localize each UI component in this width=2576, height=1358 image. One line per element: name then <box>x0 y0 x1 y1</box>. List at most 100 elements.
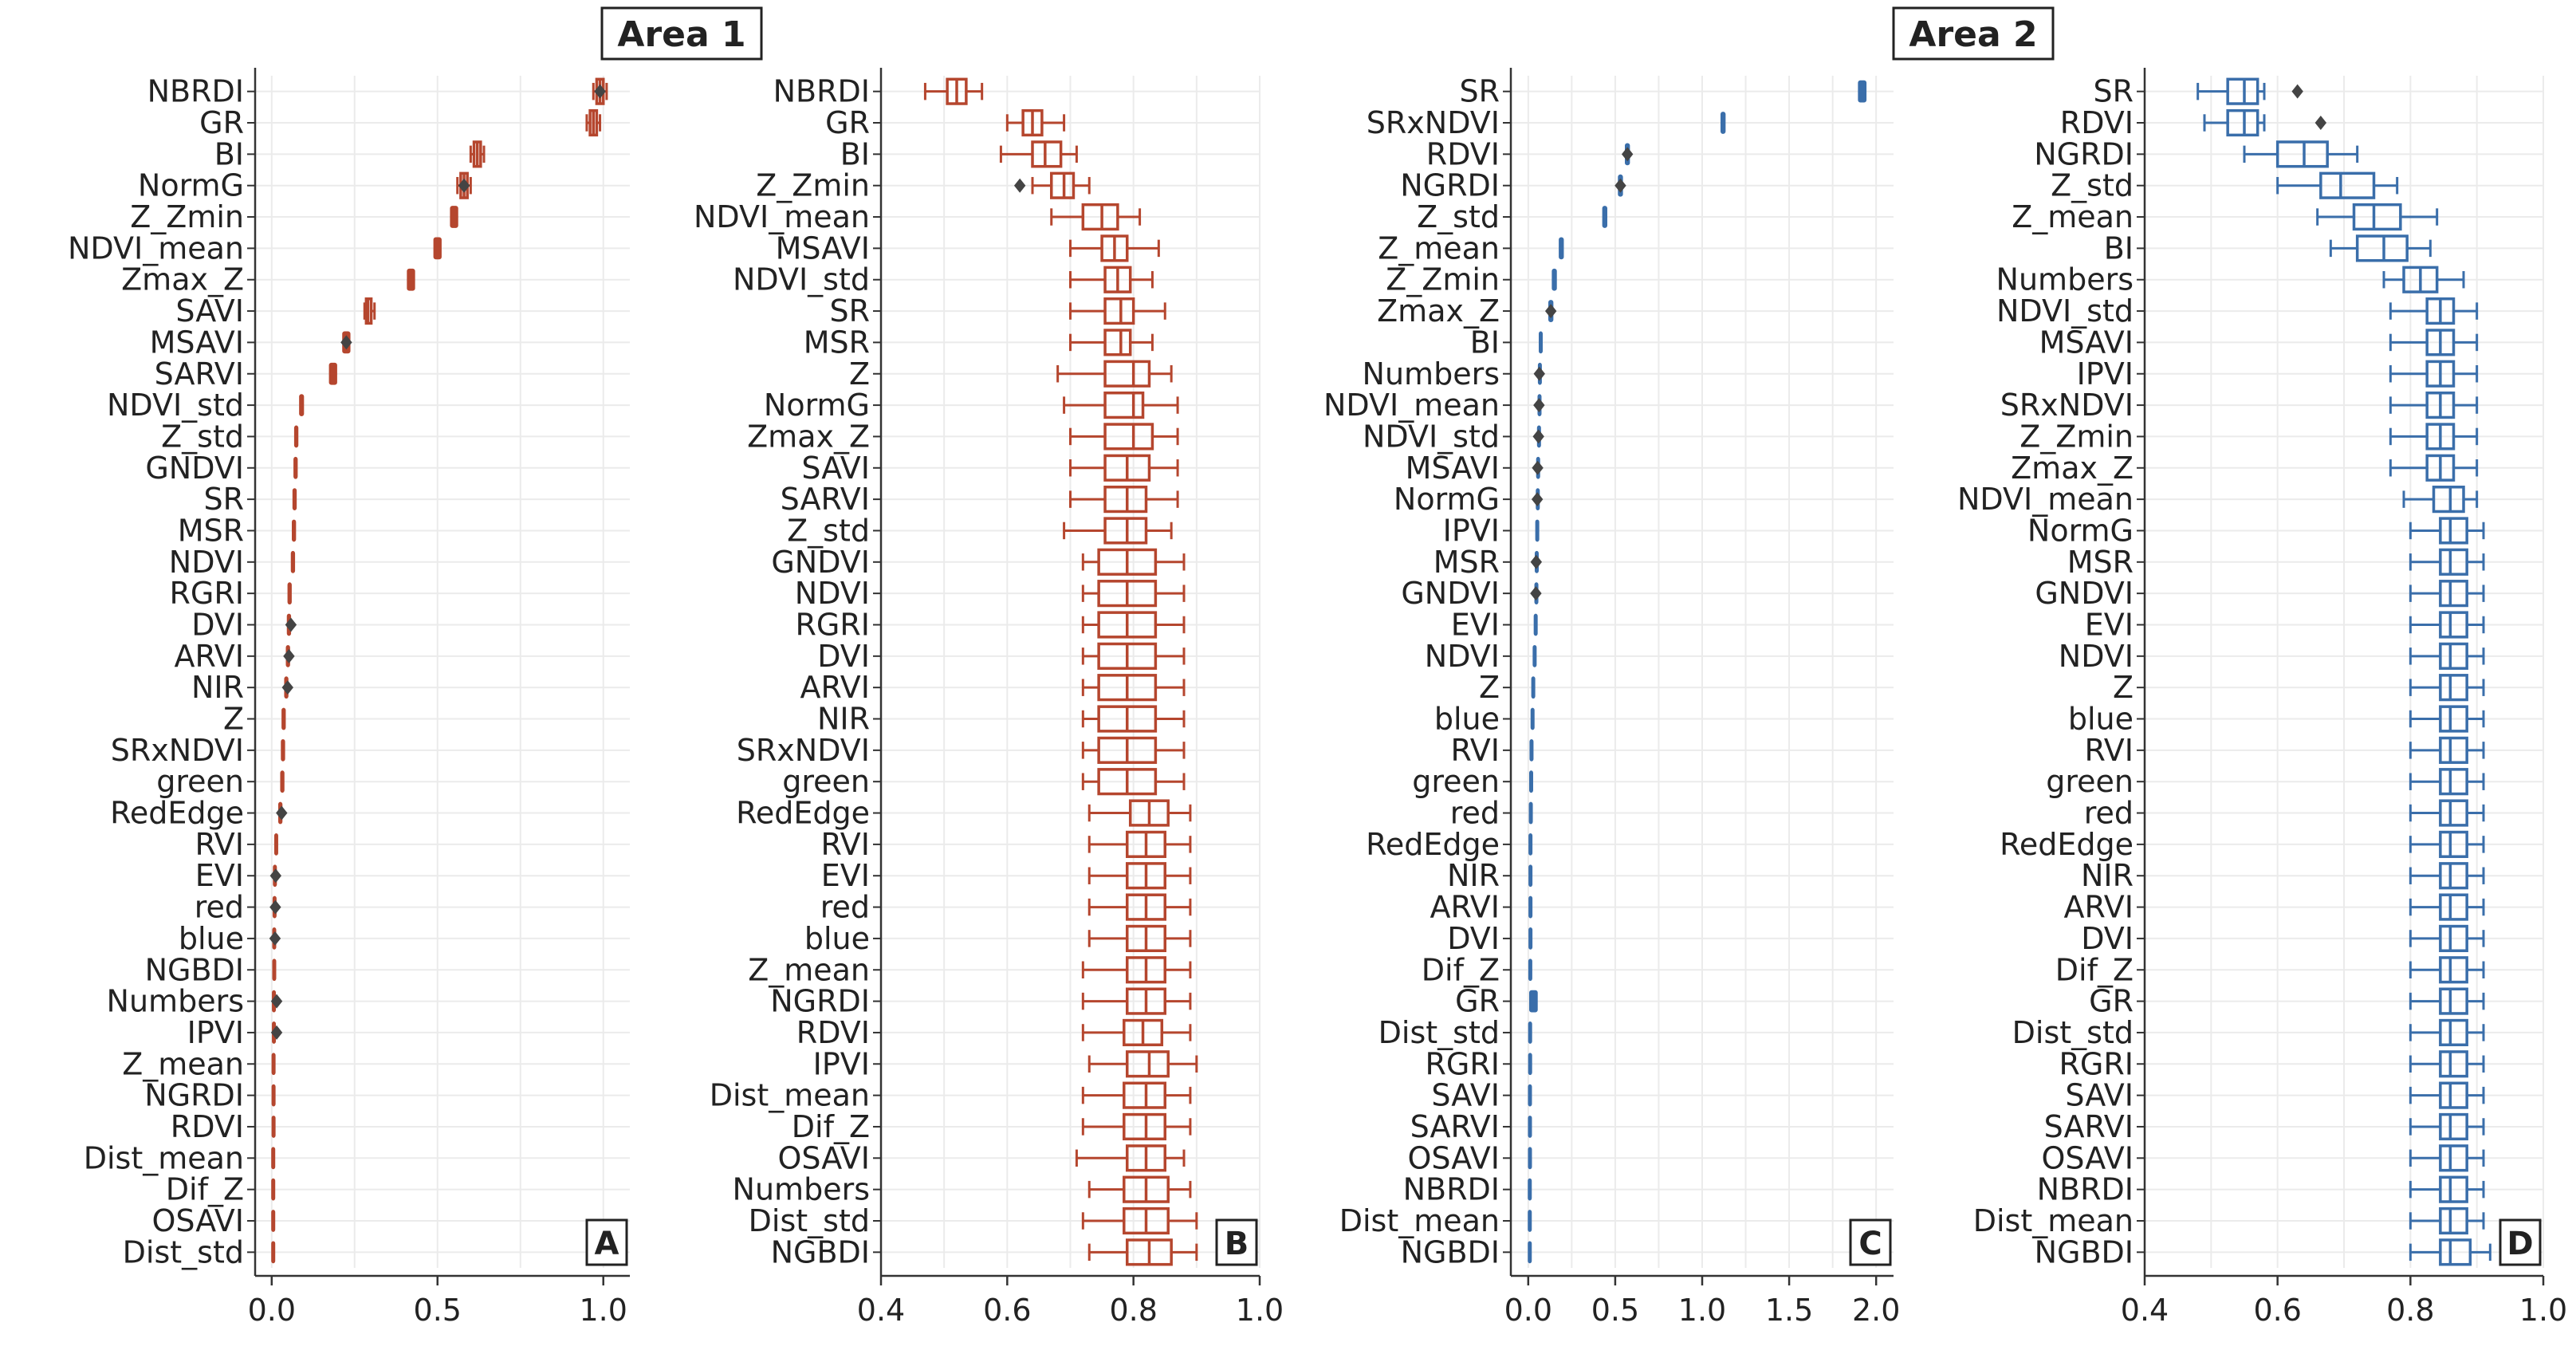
box-iqr <box>2439 674 2468 702</box>
box-Z <box>281 707 286 730</box>
box-NGRDI <box>2243 140 2359 168</box>
box-iqr <box>293 456 298 479</box>
box-iqr <box>1031 140 1063 168</box>
box-blue <box>2409 705 2485 733</box>
box-NIR <box>1528 864 1533 888</box>
y-tick-label: ARVI <box>1430 890 1500 925</box>
y-tick-label: Z_std <box>161 419 244 454</box>
y-tick-label: RGRI <box>2059 1046 2134 1081</box>
y-tick-label: RedEdge <box>1366 827 1500 862</box>
y-tick-label: NIR <box>2081 858 2134 893</box>
box-red <box>2409 799 2485 827</box>
y-tick-label: Dif_Z <box>792 1109 870 1144</box>
y-tick-label: NDVI <box>169 545 244 580</box>
box-NGRDI <box>1081 987 1192 1015</box>
y-tick-label: DVI <box>2081 921 2134 956</box>
box-blue <box>1087 924 1192 953</box>
box-iqr <box>1530 707 1535 730</box>
box-NDVI_mean <box>2402 486 2479 514</box>
box-iqr <box>1103 297 1135 325</box>
outlier-point <box>340 335 352 350</box>
x-tick-label: 0.0 <box>1504 1293 1552 1328</box>
box-RDVI <box>1081 1018 1192 1047</box>
y-tick-label: BI <box>840 136 870 171</box>
box-RGRI <box>1081 611 1186 639</box>
panel-label-box <box>1215 1218 1258 1266</box>
box-RedEdge <box>1087 799 1192 827</box>
y-tick-label: IPVI <box>813 1046 870 1081</box>
outlier-point <box>1533 398 1545 413</box>
box-iqr <box>450 206 458 228</box>
y-tick-label: GR <box>199 105 244 140</box>
y-tick-label: NDVI_mean <box>68 230 244 266</box>
y-tick-label: SR <box>829 293 870 329</box>
y-tick-label: NDVI_std <box>1363 419 1500 454</box>
y-tick-label: NBRDI <box>1403 1172 1500 1207</box>
y-tick-label: Z_Zmin <box>2020 419 2134 454</box>
y-tick-label: RedEdge <box>736 796 870 831</box>
y-tick-label: blue <box>804 921 870 956</box>
y-tick-label: NDVI_std <box>107 388 244 423</box>
box-iqr <box>2439 768 2468 796</box>
outlier-point <box>458 178 470 193</box>
box-NGBDI <box>2409 1238 2491 1266</box>
box-iqr <box>2439 611 2468 639</box>
outlier-point <box>1013 178 1026 193</box>
box-iqr <box>1103 360 1151 388</box>
box-iqr <box>281 707 286 730</box>
box-Z <box>1531 676 1536 699</box>
area-title-box <box>600 6 763 61</box>
box-iqr <box>1528 1241 1532 1264</box>
box-iqr <box>292 519 297 542</box>
box-Dist_mean <box>271 1147 276 1170</box>
box-SR <box>1069 297 1166 325</box>
y-tick-label: Dist_mean <box>84 1140 244 1175</box>
outlier-point <box>270 994 283 1009</box>
y-tick-label: GNDVI <box>145 451 244 486</box>
y-tick-label: SARVI <box>1410 1109 1500 1144</box>
box-iqr <box>2439 924 2468 953</box>
y-tick-label: NormG <box>764 388 870 423</box>
box-Z_Zmin <box>1031 171 1091 199</box>
y-tick-label: RVI <box>820 827 870 862</box>
box-SRxNDVI <box>1721 112 1726 134</box>
box-Zmax_Z <box>2389 454 2479 482</box>
x-tick-label: 1.0 <box>2519 1293 2567 1328</box>
box-ARVI <box>2409 893 2485 921</box>
box-iqr <box>2439 1018 2468 1047</box>
box-iqr <box>1050 171 1076 199</box>
y-tick-label: NIR <box>817 702 870 737</box>
box-iqr <box>299 394 305 416</box>
y-tick-label: IPVI <box>1443 513 1500 548</box>
y-tick-label: EVI <box>2085 607 2134 642</box>
outlier-point <box>1530 586 1542 601</box>
y-tick-label: MSAVI <box>2039 325 2134 360</box>
box-GR <box>2409 987 2485 1015</box>
y-tick-label: RDVI <box>2060 105 2134 140</box>
y-tick-label: Z_Zmin <box>1386 262 1500 297</box>
y-tick-label: MSAVI <box>776 230 870 266</box>
x-tick-label: 1.0 <box>1678 1293 1726 1328</box>
panel-label: D <box>2507 1226 2533 1262</box>
x-tick-label: 0.8 <box>1109 1293 1157 1328</box>
y-tick-label: SAVI <box>175 293 244 329</box>
y-tick-label: RGRI <box>170 576 244 611</box>
y-tick-label: NormG <box>138 168 244 203</box>
x-tick-label: 0.4 <box>2121 1293 2169 1328</box>
y-tick-label: NGRDI <box>144 1078 244 1113</box>
x-tick-label: 0.5 <box>1591 1293 1639 1328</box>
box-iqr <box>1528 895 1533 919</box>
box-Z <box>1056 360 1173 388</box>
box-iqr <box>287 582 292 605</box>
box-NDVI_mean <box>1050 203 1142 231</box>
box-iqr <box>1528 1021 1532 1044</box>
box-RVI <box>2409 736 2485 764</box>
box-iqr <box>293 425 299 448</box>
box-iqr <box>271 1053 276 1076</box>
y-tick-label: EVI <box>821 858 870 893</box>
box-Dist_std <box>1528 1021 1532 1044</box>
y-tick-label: Dist_mean <box>710 1078 870 1113</box>
box-iqr <box>292 488 297 511</box>
box-Dif_Z <box>1081 1112 1192 1141</box>
